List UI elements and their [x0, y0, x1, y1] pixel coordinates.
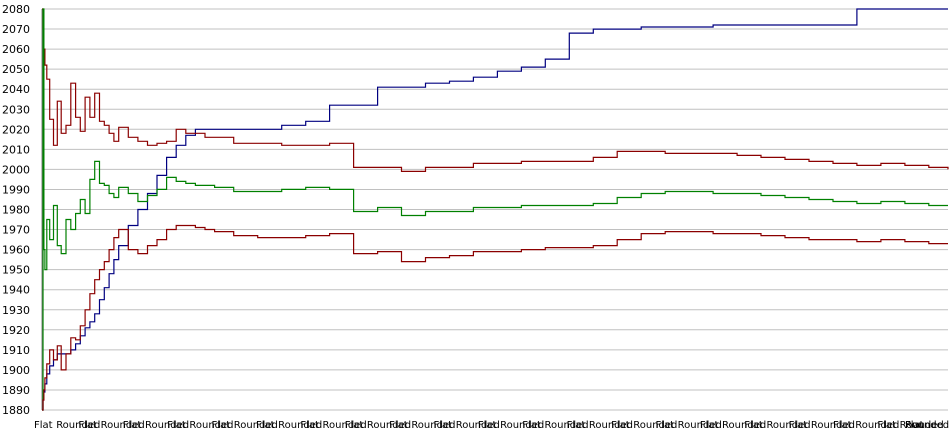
y-tick-label: 1950 [2, 264, 30, 277]
y-tick-label: 2030 [2, 103, 30, 116]
x-tick-label: Flat [123, 420, 142, 431]
x-tick-label: Flat [789, 420, 808, 431]
y-tick-label: 1940 [2, 284, 30, 297]
y-tick-label: 1960 [2, 244, 30, 257]
y-tick-label: 2040 [2, 83, 30, 96]
x-tick-label: Rounded [722, 420, 766, 431]
x-tick-label: Flat [300, 420, 319, 431]
x-tick-label: Rounded [456, 420, 500, 431]
x-tick-label: Flat [389, 420, 408, 431]
x-tick-label: Rounded [500, 420, 544, 431]
x-tick-label: Rounded [278, 420, 322, 431]
x-tick-label: Rounded [189, 420, 233, 431]
y-tick-label: 2080 [2, 3, 30, 16]
x-tick-label: Flat [256, 420, 275, 431]
x-tick-label: Flat [905, 420, 924, 431]
x-tick-label: Rounded [678, 420, 722, 431]
grid-lines [42, 8, 948, 411]
y-tick-label: 2070 [2, 23, 30, 36]
y-tick-label: 1900 [2, 364, 30, 377]
x-tick-label: Rounded [855, 420, 899, 431]
series-line-4 [42, 224, 948, 411]
y-tick-label: 1920 [2, 324, 30, 337]
x-tick-label: Flat [700, 420, 719, 431]
y-tick-label: 1990 [2, 183, 30, 196]
x-tick-label: Rounded [367, 420, 411, 431]
x-tick-label: Flat [434, 420, 453, 431]
x-tick-label: Rounded [56, 420, 100, 431]
y-axis: 1880 1890 1900 1910 1920 1930 1940 1950 1960 1970… [2, 3, 43, 417]
x-tick-label: Flat [877, 420, 896, 431]
y-tick-label: 2060 [2, 43, 30, 56]
x-tick-label: Rounded [544, 420, 588, 431]
x-tick-label: Rounded [633, 420, 677, 431]
x-tick-label: Rounded [766, 420, 810, 431]
x-tick-label: Flat [522, 420, 541, 431]
series-line-3 [42, 8, 948, 411]
y-tick-label: 2020 [2, 123, 30, 136]
x-tick-label: Rounded [589, 420, 633, 431]
x-tick-label: Flat [34, 420, 53, 431]
y-tick-label: 1880 [2, 404, 30, 417]
x-tick-label: Flat [833, 420, 852, 431]
y-tick-label: 2050 [2, 63, 30, 76]
x-tick-label: Flat [567, 420, 586, 431]
y-tick-label: 1910 [2, 344, 30, 357]
x-tick-label: Flat [611, 420, 630, 431]
x-tick-label: Flat [78, 420, 97, 431]
x-tick-label: Rounded [811, 420, 855, 431]
y-tick-label: 1980 [2, 204, 30, 217]
series-line-2 [42, 8, 949, 172]
x-tick-label: Rounded [411, 420, 455, 431]
x-tick-label: Rounded [145, 420, 189, 431]
x-tick-label: Flat [212, 420, 231, 431]
y-tick-label: 2010 [2, 143, 30, 156]
y-tick-label: 1890 [2, 384, 30, 397]
x-tick-label: Flat [744, 420, 763, 431]
x-tick-label: Rounded [234, 420, 278, 431]
x-tick-label: Flat [345, 420, 364, 431]
x-tick-label: Flat [167, 420, 186, 431]
y-tick-label: 1970 [2, 224, 30, 237]
x-tick-label: Rounded [900, 420, 944, 431]
y-tick-label: 2000 [2, 163, 30, 176]
series-layer [42, 8, 949, 411]
x-tick-label: Rounded [323, 420, 367, 431]
x-tick-label: Rounded [905, 420, 949, 431]
x-tick-label: Rounded [101, 420, 145, 431]
x-tick-label: Flat [655, 420, 674, 431]
x-tick-label: Flat [478, 420, 497, 431]
y-tick-label: 1930 [2, 304, 30, 317]
